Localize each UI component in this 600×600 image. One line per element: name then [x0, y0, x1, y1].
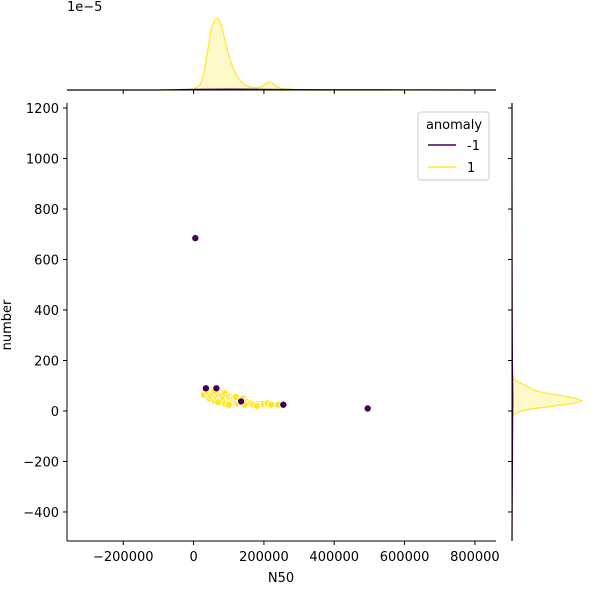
legend-title: anomaly: [426, 118, 482, 133]
legend-box: [417, 111, 490, 181]
y-tick-label: 800: [34, 203, 59, 218]
right-density-1-fill: [512, 103, 582, 541]
anomaly-point: [279, 400, 288, 409]
x-tick-label: 0: [189, 550, 197, 565]
x-axis-ticks: −200000 0 200000 400000 600000 800000: [93, 541, 500, 565]
inlier-point: [252, 401, 261, 410]
top-density-1-fill: [67, 18, 496, 90]
right-marginal-density: [511, 103, 584, 542]
anomaly-point: [191, 234, 200, 243]
top-marginal-density: [67, 17, 497, 91]
x-tick-label: 800000: [450, 550, 500, 565]
right-marginal-ticks: [508, 107, 512, 513]
y-tick-label: 400: [34, 304, 59, 319]
inlier-point: [214, 398, 223, 407]
anomaly-point: [201, 384, 210, 393]
top-marginal-scale-label: 1e−5: [67, 0, 102, 15]
x-tick-label: −200000: [93, 550, 154, 565]
y-axis-ticks: −400 −200 0 200 400 600 800 1000 1200: [23, 102, 67, 521]
y-axis-label: number: [0, 299, 15, 350]
top-marginal-ticks: [122, 90, 476, 94]
y-tick-label: −400: [23, 506, 59, 521]
x-axis-label: N50: [268, 571, 294, 586]
y-tick-label: 1000: [26, 153, 59, 168]
legend: anomaly -1 1: [417, 111, 490, 181]
y-tick-label: 1200: [26, 102, 59, 117]
anomaly-point: [237, 397, 246, 406]
y-tick-label: 200: [34, 354, 59, 369]
x-tick-label: 400000: [309, 550, 359, 565]
y-tick-label: 0: [51, 405, 59, 420]
x-tick-label: 600000: [380, 550, 430, 565]
inlier-point: [231, 393, 240, 402]
legend-label-neg1: -1: [467, 139, 480, 154]
main-scatter-points: [191, 234, 372, 413]
top-density-1-line: [67, 17, 496, 91]
anomaly-point: [363, 404, 372, 413]
inlier-point: [224, 400, 233, 409]
y-tick-label: −200: [23, 455, 59, 470]
right-density-1-line: [511, 103, 584, 541]
inlier-point: [266, 400, 275, 409]
legend-label-1: 1: [467, 161, 475, 176]
x-tick-label: 200000: [239, 550, 289, 565]
y-tick-label: 600: [34, 254, 59, 269]
anomaly-point: [212, 384, 221, 393]
